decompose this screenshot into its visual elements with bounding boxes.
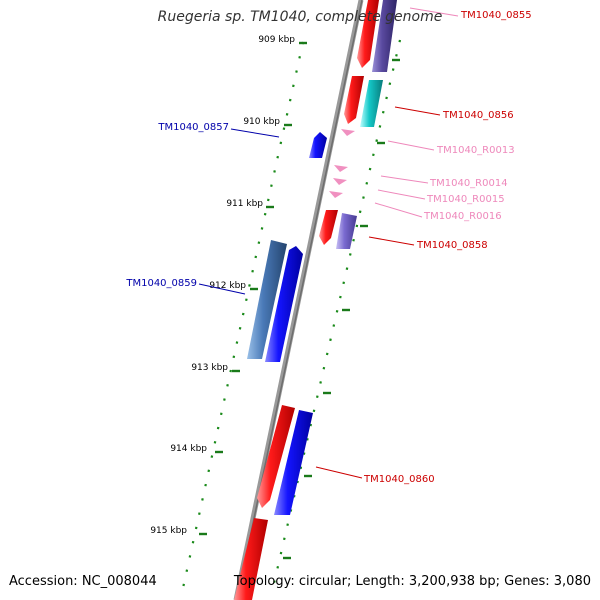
tick-label-913: 913 kbp [191, 363, 228, 373]
tick-label-910: 910 kbp [243, 117, 280, 127]
scale-major-ticks [199, 41, 307, 536]
label-TM1040_R0015[interactable]: TM1040_R0015 [426, 194, 505, 205]
leader-TM1040_R0016 [374, 202, 423, 218]
leader-TM1040_0857 [230, 128, 280, 138]
gene-TM1040_0855-upper[interactable] [357, 0, 397, 72]
gene-TM1040_0857[interactable] [309, 132, 327, 158]
tick-label-909: 909 kbp [258, 35, 295, 45]
label-TM1040_R0013[interactable]: TM1040_R0013 [436, 145, 515, 156]
leader-TM1040_0860 [315, 466, 363, 479]
label-TM1040_R0014[interactable]: TM1040_R0014 [429, 178, 508, 189]
genome-backbone [233, 0, 364, 600]
gene-TM1040_0859[interactable] [247, 240, 303, 362]
leader-TM1040_R0014 [380, 175, 429, 184]
tick-label-915: 915 kbp [150, 526, 187, 536]
genome-title: Ruegeria sp. TM1040, complete genome [157, 9, 443, 25]
genome-summary-text: Topology: circular; Length: 3,200,938 bp… [233, 574, 591, 589]
label-TM1040_0856[interactable]: TM1040_0856 [442, 110, 514, 121]
rna-TM1040_R0014[interactable] [334, 165, 348, 172]
label-TM1040_0859[interactable]: TM1040_0859 [125, 278, 197, 289]
leader-TM1040_R0013 [387, 140, 435, 151]
leader-TM1040_0855 [409, 7, 459, 17]
label-TM1040_0855[interactable]: TM1040_0855 [460, 10, 532, 21]
tick-label-914: 914 kbp [170, 444, 207, 454]
rna-TM1040_R0016[interactable] [329, 191, 343, 198]
scale-track-inner [181, 41, 305, 589]
label-TM1040_0858[interactable]: TM1040_0858 [416, 240, 488, 251]
gene-TM1040_0856[interactable] [344, 76, 383, 127]
accession-text: Accession: NC_008044 [9, 574, 157, 589]
gene-TM1040_0858[interactable] [319, 210, 357, 249]
rna-TM1040_R0015[interactable] [333, 178, 347, 185]
leader-TM1040_0856 [394, 106, 441, 116]
label-TM1040_0860[interactable]: TM1040_0860 [363, 474, 435, 485]
rna-TM1040_R0013[interactable] [341, 129, 355, 136]
gene-lower-red[interactable] [234, 518, 268, 600]
leader-TM1040_0858 [368, 236, 415, 246]
leader-TM1040_R0015 [377, 189, 426, 200]
tick-label-911: 911 kbp [226, 199, 263, 209]
tick-label-912: 912 kbp [209, 281, 246, 291]
genome-backbone-shade [236, 0, 363, 600]
leader-TM1040_0859 [198, 283, 246, 295]
gene-TM1040_0860[interactable] [257, 405, 313, 515]
label-TM1040_R0016[interactable]: TM1040_R0016 [423, 211, 502, 222]
label-TM1040_0857[interactable]: TM1040_0857 [157, 122, 229, 133]
scale-outer-ticks [283, 58, 400, 560]
